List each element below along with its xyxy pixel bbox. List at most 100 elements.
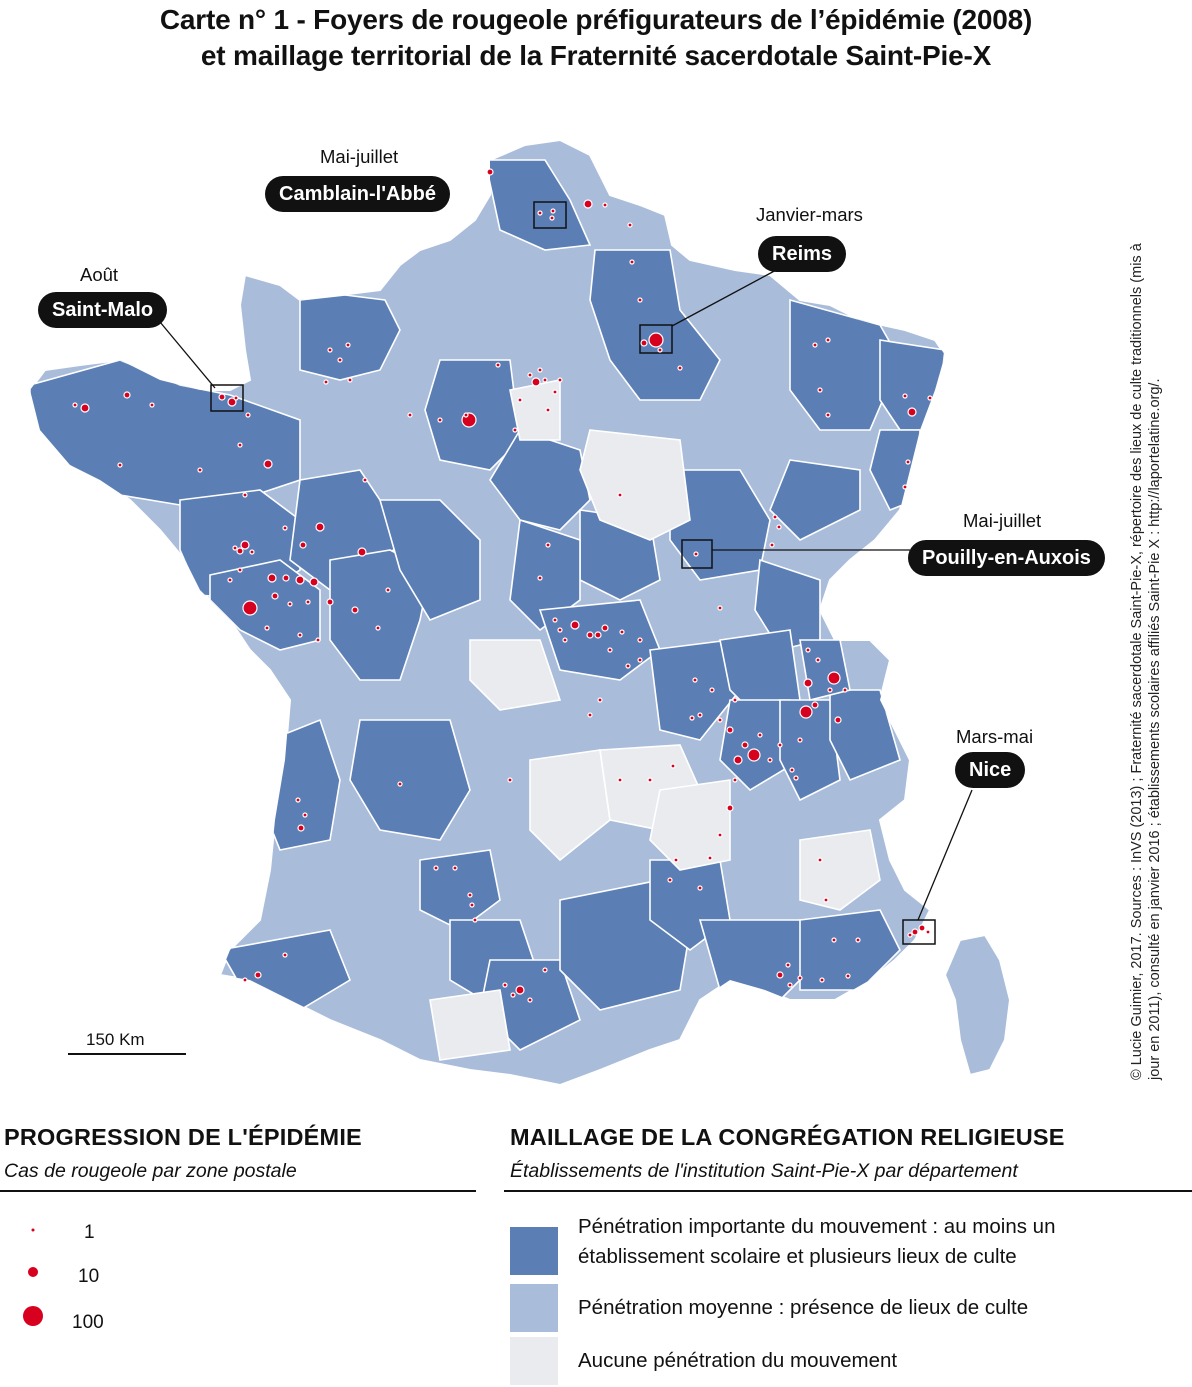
legend-size-label-10: 10 — [78, 1266, 100, 1287]
case-dot — [717, 832, 723, 838]
frame-camblain — [533, 201, 567, 229]
case-dot — [570, 620, 580, 630]
case-dot — [815, 657, 821, 663]
case-dot — [817, 387, 823, 393]
case-dot — [309, 577, 319, 587]
case-dot — [617, 492, 623, 498]
case-dot — [726, 726, 734, 734]
class-aucune-label: Aucune pénétration du mouvement — [578, 1349, 898, 1372]
case-dot — [315, 522, 325, 532]
case-dot — [323, 379, 329, 385]
case-dot — [670, 763, 676, 769]
leader-nice — [917, 789, 973, 921]
case-dot — [776, 971, 784, 979]
case-dot — [717, 717, 723, 723]
case-dot — [537, 575, 543, 581]
case-dot — [562, 637, 568, 643]
case-dot — [537, 210, 543, 216]
title-line-1: Carte n° 1 - Foyers de rougeole préfigur… — [159, 4, 1033, 35]
label-saintmalo: Saint-Malo — [38, 292, 168, 328]
period-nice: Mars-mai — [956, 726, 1034, 747]
case-dot — [583, 199, 593, 209]
case-dot — [726, 804, 734, 812]
legend-congregation-subheading: Établissements de l'institution Saint-Pi… — [510, 1160, 1018, 1182]
case-dot — [842, 687, 848, 693]
case-dot — [927, 395, 933, 401]
case-dot — [345, 342, 351, 348]
case-dot — [597, 697, 603, 703]
corsica — [943, 933, 1012, 1077]
case-dot — [295, 575, 305, 585]
case-dot — [825, 412, 831, 418]
case-dot — [123, 391, 131, 399]
case-dot — [502, 982, 508, 988]
case-dot — [667, 877, 673, 883]
case-dot — [789, 767, 795, 773]
case-dot — [512, 427, 518, 433]
case-dot — [825, 337, 831, 343]
case-dot — [902, 484, 908, 490]
case-dot — [648, 332, 664, 348]
case-dot — [407, 412, 413, 418]
case-dot — [80, 403, 90, 413]
case-dot — [697, 885, 703, 891]
credit-text: © Lucie Guimier, 2017. Sources : InVS (2… — [1128, 80, 1188, 1080]
case-dot — [767, 757, 773, 763]
case-dot — [732, 697, 738, 703]
frame-nice — [902, 919, 936, 945]
label-camblain: Camblain-l'Abbé — [265, 176, 450, 212]
measles-dots — [72, 168, 933, 1003]
period-camblain: Mai-juillet — [320, 146, 399, 167]
case-dot — [799, 705, 813, 719]
case-dot — [697, 712, 703, 718]
case-dot — [297, 824, 305, 832]
case-dot — [517, 397, 523, 403]
case-dot — [677, 365, 683, 371]
case-dot — [357, 547, 367, 557]
case-dot — [637, 297, 643, 303]
case-dot — [232, 545, 238, 551]
case-dot — [709, 687, 715, 693]
case-dot — [741, 741, 749, 749]
case-dot — [732, 777, 738, 783]
case-dot — [817, 857, 823, 863]
case-dot — [733, 755, 743, 765]
case-dot — [803, 678, 813, 688]
case-dot — [542, 967, 548, 973]
case-dot — [240, 540, 250, 550]
case-dot — [249, 549, 255, 555]
legend-size-label-1: 1 — [84, 1222, 95, 1243]
case-dot — [707, 855, 713, 861]
case-dot — [827, 687, 833, 693]
credit-line-1: © Lucie Guimier, 2017. Sources : InVS (2… — [1129, 243, 1145, 1080]
case-dot — [776, 524, 782, 530]
case-dot — [587, 712, 593, 718]
case-dot — [812, 342, 818, 348]
map-title: Carte n° 1 - Foyers de rougeole préfigur… — [0, 2, 1192, 74]
case-dot — [515, 985, 525, 995]
case-dot — [282, 525, 288, 531]
case-dot — [375, 625, 381, 631]
case-dot — [557, 627, 563, 633]
case-dot — [625, 663, 631, 669]
case-dot — [362, 477, 368, 483]
legend-size-label-100: 100 — [72, 1312, 104, 1333]
case-dot — [242, 977, 248, 983]
case-dot — [647, 777, 653, 783]
label-nice: Nice — [955, 752, 1026, 788]
case-dot — [772, 514, 778, 520]
case-dot — [911, 928, 919, 936]
case-dot — [819, 977, 825, 983]
case-dot — [267, 573, 277, 583]
case-dot — [433, 865, 439, 871]
case-dot — [657, 347, 663, 353]
legend-congregation-rule — [504, 1190, 1192, 1192]
case-dot — [855, 937, 861, 943]
case-dot — [242, 600, 258, 616]
case-dot — [617, 777, 623, 783]
case-dot — [797, 975, 803, 981]
frame-reims — [639, 324, 673, 354]
case-dot — [327, 347, 333, 353]
leader-reims — [671, 267, 781, 327]
case-dot — [545, 542, 551, 548]
